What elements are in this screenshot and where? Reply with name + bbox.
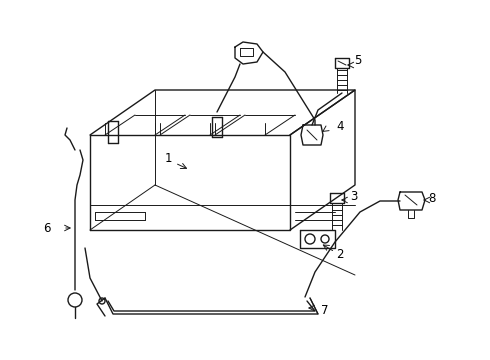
- Text: 7: 7: [321, 303, 329, 316]
- Text: 8: 8: [428, 192, 436, 204]
- Text: 4: 4: [336, 121, 344, 134]
- Text: 1: 1: [164, 152, 172, 165]
- Text: 6: 6: [43, 221, 51, 234]
- Text: 5: 5: [354, 54, 362, 67]
- Text: 3: 3: [350, 190, 358, 203]
- Text: 2: 2: [336, 248, 344, 261]
